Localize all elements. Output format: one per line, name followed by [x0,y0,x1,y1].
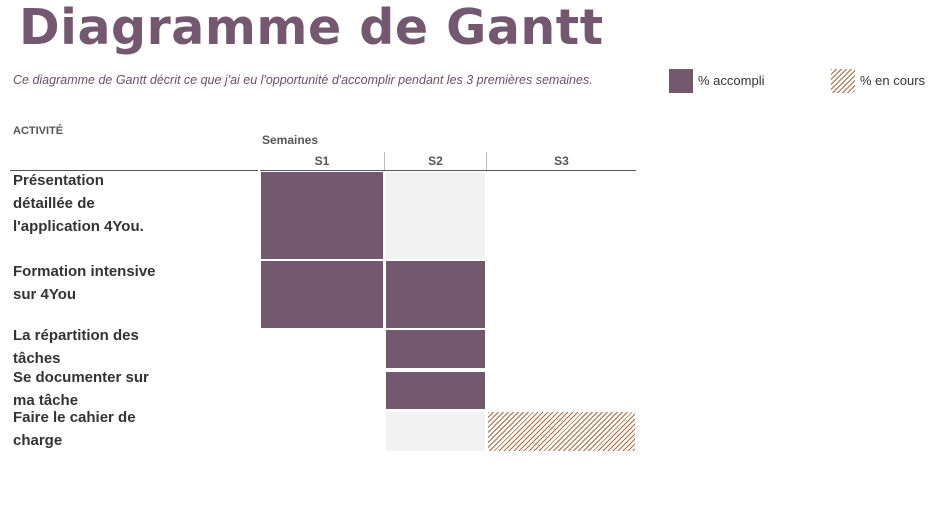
weeks-label: Semaines [262,133,319,147]
gantt-bar-accompli-s2 [386,330,485,368]
task-label: La répartition des tâches [13,327,139,367]
page-title: Diagramme de Gantt [19,0,604,56]
legend-label-en-cours: % en cours [860,73,926,88]
task-label: Se documenter sur ma tâche [13,369,149,409]
week-header-s2: S2 [428,154,443,168]
legend-swatch-en-cours [831,68,855,93]
gantt-bar-accompli-s2 [386,372,485,409]
weeks-header-rule [260,170,636,171]
week-divider-2 [486,152,487,170]
legend-swatch-accompli [669,68,693,93]
week-header-s3: S3 [554,154,569,168]
activity-header-rule [10,170,258,171]
legend-item-en-cours: % en cours [831,68,925,93]
gantt-bar-vide-s2 [386,412,485,451]
gantt-bar-en-cours-s3 [488,412,635,451]
gantt-bar-accompli-s1 [261,172,383,259]
task-label: Présentation détaillée de l'application … [13,172,144,235]
legend-label-accompli: % accompli [698,73,765,88]
task-label: Formation intensive sur 4You [13,263,156,303]
task-label: Faire le cahier de charge [13,409,136,449]
legend-item-accompli: % accompli [669,68,764,93]
gantt-bar-vide-s2 [386,172,485,259]
gantt-bar-accompli-s2 [386,261,485,328]
week-divider-1 [384,152,385,170]
gantt-bar-accompli-s1 [261,261,383,328]
activity-column-header: ACTIVITÉ [13,125,64,137]
week-header-s1: S1 [314,154,330,168]
chart-subtitle: Ce diagramme de Gantt décrit ce que j'ai… [13,73,593,87]
